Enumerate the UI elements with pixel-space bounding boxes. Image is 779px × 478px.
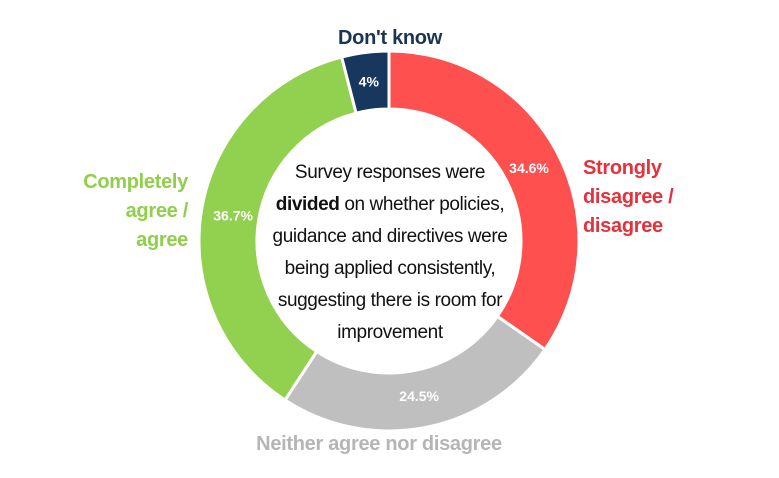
value-label-2: 36.7% [213, 207, 253, 223]
value-label-3: 4% [359, 73, 380, 89]
center-text-line-4: being applied consistently, [284, 258, 496, 279]
label-agree-line-1: Completely [83, 171, 188, 193]
value-label-0: 34.6% [509, 160, 549, 176]
donut-slice-0 [387, 49, 581, 352]
center-text-line-2-rest: on whether policies, [339, 194, 505, 215]
label-completely-agree: Completely agree / agree [70, 168, 188, 255]
center-text-line-3: guidance and directives were [272, 226, 508, 247]
center-text-line-6: improvement [337, 322, 443, 343]
center-text-line-1: Survey responses were [294, 162, 486, 183]
value-label-1: 24.5% [399, 388, 439, 404]
center-text-line-2: divided on whether policies, [262, 189, 518, 221]
center-text: Survey responses were divided on whether… [262, 157, 518, 349]
label-agree-line-3: agree [136, 229, 188, 251]
label-disagree-line-3: disagree [583, 215, 663, 237]
center-text-bold: divided [275, 194, 340, 215]
donut-slice-3 [339, 49, 391, 115]
label-disagree-line-2: disagree / [583, 186, 674, 208]
donut-slice-2 [197, 55, 358, 403]
label-neither: Neither agree nor disagree [256, 433, 502, 455]
label-strongly-disagree: Strongly disagree / disagree [583, 154, 703, 241]
label-agree-line-2: agree / [125, 200, 189, 222]
label-dont-know: Don't know [338, 27, 442, 49]
label-disagree-line-1: Strongly [583, 157, 662, 179]
center-text-line-5: suggesting there is room for [277, 290, 503, 311]
